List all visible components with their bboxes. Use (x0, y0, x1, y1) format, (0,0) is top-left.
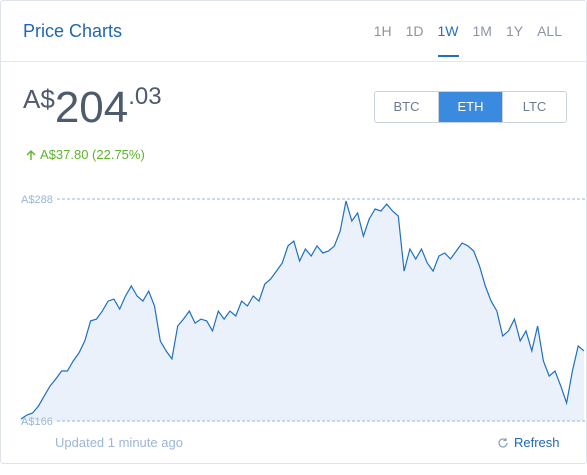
currency-buttons: BTC ETH LTC (374, 91, 567, 123)
currency-button[interactable]: ETH (439, 92, 503, 122)
change: A$37.80 (22.75%) (25, 147, 145, 162)
header: Price Charts 1H 1D 1W 1M 1Y ALL (1, 1, 586, 62)
range-tab[interactable]: 1M (472, 23, 492, 39)
price-card: A$288 A$166 Price Charts 1H 1D 1W 1M 1Y ALL A$… (0, 0, 587, 464)
range-tab[interactable]: ALL (537, 23, 562, 39)
range-tabs: 1H 1D 1W 1M 1Y ALL (374, 23, 562, 57)
range-tab[interactable]: 1H (373, 23, 392, 39)
change-text: A$37.80 (22.75%) (40, 147, 145, 162)
area-fill (21, 201, 584, 421)
range-tab[interactable]: 1Y (505, 23, 524, 39)
up-arrow (26, 149, 36, 160)
price-cents: .03 (128, 83, 162, 110)
updated: Updated 1 minute ago (55, 435, 183, 450)
refresh-text: Refresh (514, 435, 560, 450)
currency-button[interactable]: BTC (375, 92, 439, 122)
price-line (20, 200, 585, 420)
range-tab[interactable]: 1W (437, 23, 459, 57)
price-whole: 204 (54, 83, 129, 132)
range-tab[interactable]: 1D (405, 23, 424, 39)
refresh-button[interactable]: Refresh (497, 435, 560, 450)
refresh-icon (498, 437, 508, 448)
price-currency: A$ (23, 84, 55, 114)
title: Price Charts (23, 21, 123, 41)
price: A$204.03 (23, 83, 162, 133)
y-tick-label: A$288 (21, 194, 53, 206)
currency-button[interactable]: LTC (522, 99, 547, 114)
y-tick-label: A$166 (21, 416, 53, 428)
